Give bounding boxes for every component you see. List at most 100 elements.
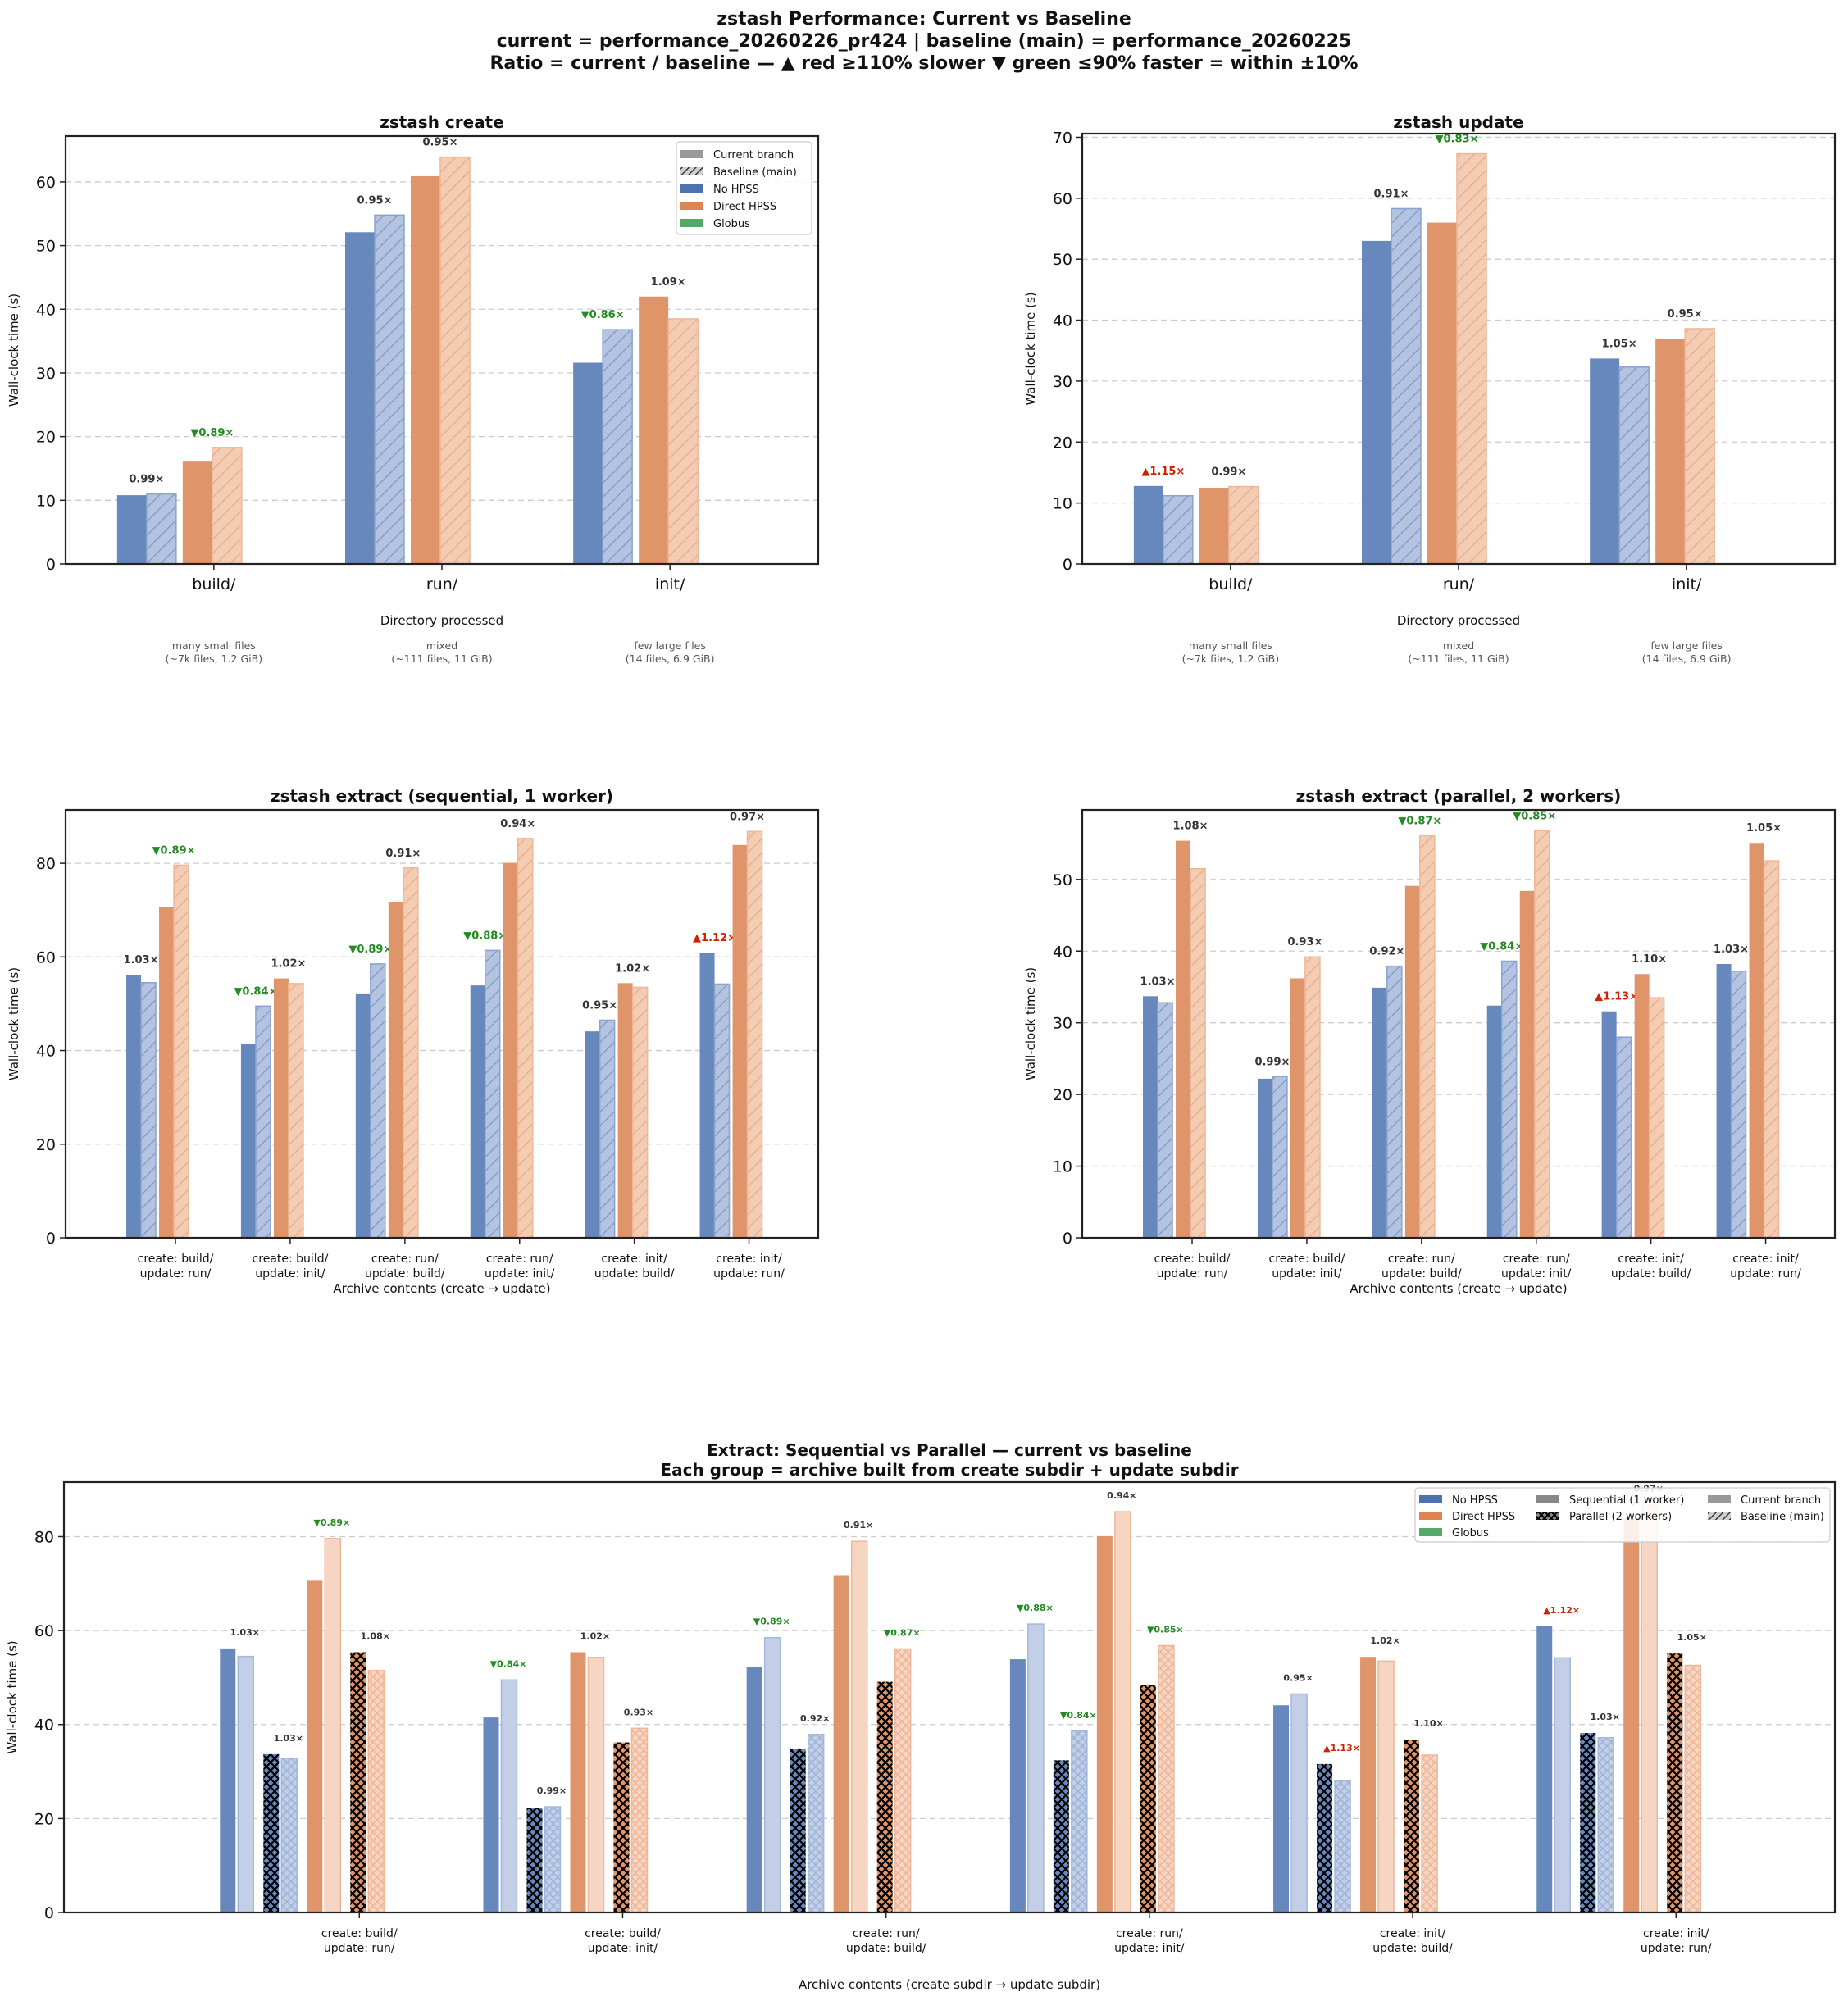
legend-swatch <box>1536 1512 1559 1520</box>
bar-baseline-direct-hpss-sequential <box>1377 1660 1395 1913</box>
bar-current-no-hpss-sequential <box>1009 1659 1026 1912</box>
chart-panel-create: 0 10 20 30 40 50 60 Wall-clock time (s) 0.99× 0.9… <box>7 112 820 665</box>
bar-current-direct-hpss-sequential <box>1623 1518 1640 1912</box>
ratio-label: 1.05× <box>1602 338 1637 350</box>
bar-current-no-hpss-parallel <box>1053 1760 1069 1912</box>
bar-current-no-hpss-parallel <box>526 1808 543 1912</box>
axes-frame <box>1081 808 1837 1239</box>
x-tick-label: create: run/ <box>1116 1927 1183 1940</box>
ratio-label: ▼0.86× <box>581 309 625 321</box>
ratio-label: ▼0.87× <box>1398 815 1441 827</box>
bar-current-no-hpss <box>1601 1011 1617 1238</box>
ratio-label: ▼0.89× <box>348 944 392 956</box>
bar-baseline-direct-hpss <box>1456 152 1487 565</box>
bar-baseline-no-hpss <box>1386 965 1403 1239</box>
bar-current-no-hpss <box>116 495 147 564</box>
figure-title-line-2: current = performance_20260226_pr424 | b… <box>496 31 1352 52</box>
ratio-label: ▼0.89× <box>152 844 196 857</box>
ratio-label: 1.08× <box>361 1630 390 1641</box>
bar-current-no-hpss-sequential <box>746 1667 762 1912</box>
bar-current-no-hpss <box>573 362 603 564</box>
bar-current-direct-hpss <box>732 844 748 1238</box>
ratio-label: ▲1.13× <box>1595 991 1638 1003</box>
x-axis-label: Directory processed <box>1397 613 1520 628</box>
bar-current-direct-hpss <box>1427 222 1457 564</box>
y-tick-label: 80 <box>34 1528 54 1546</box>
bar-baseline-direct-hpss <box>1304 956 1321 1239</box>
bar-current-no-hpss <box>1716 963 1732 1238</box>
y-tick-label: 50 <box>36 238 56 256</box>
bar-baseline-no-hpss <box>146 493 177 565</box>
bar-baseline-direct-hpss-parallel <box>894 1648 912 1913</box>
bar-baseline-no-hpss <box>374 214 405 565</box>
bar-baseline-no-hpss <box>370 963 386 1239</box>
ratio-label: 0.99× <box>129 474 164 486</box>
ratio-label: ▼0.84× <box>234 985 277 998</box>
x-tick-label: update: run/ <box>1641 1942 1712 1955</box>
bar-current-no-hpss <box>355 993 371 1238</box>
bar-baseline-no-hpss-sequential <box>500 1679 518 1913</box>
y-tick-label: 0 <box>44 1904 54 1922</box>
x-tick-label: update: build/ <box>594 1267 675 1280</box>
bar-current-direct-hpss-parallel <box>876 1681 893 1912</box>
ratio-label: 0.92× <box>800 1713 830 1724</box>
bar-current-no-hpss <box>699 953 715 1238</box>
ratio-label: ▼0.87× <box>884 1627 921 1638</box>
bar-current-direct-hpss-parallel <box>613 1742 630 1912</box>
bar-baseline-no-hpss-parallel <box>807 1734 825 1913</box>
bar-baseline-direct-hpss-parallel <box>1158 1644 1175 1913</box>
ratio-label: ▼0.84× <box>1060 1710 1097 1721</box>
ratio-label: 1.10× <box>1632 953 1667 966</box>
bar-current-direct-hpss <box>503 862 518 1238</box>
ratio-label: 1.03× <box>274 1733 303 1744</box>
legend: Current branch Baseline (main) No HPSS Dire… <box>676 141 812 235</box>
legend-label: Parallel (2 workers) <box>1569 1511 1672 1523</box>
y-tick-label: 50 <box>1053 871 1072 889</box>
bar-current-no-hpss <box>126 975 142 1238</box>
y-tick-label: 10 <box>1053 1158 1072 1176</box>
y-tick-label: 60 <box>36 948 56 966</box>
axes-frame <box>64 808 820 1239</box>
y-tick-label: 30 <box>36 365 56 383</box>
ratio-label: ▲1.13× <box>1323 1743 1360 1753</box>
bar-baseline-no-hpss <box>1272 1076 1288 1239</box>
y-tick-label: 60 <box>34 1622 54 1640</box>
bar-baseline-direct-hpss-parallel <box>1684 1664 1701 1913</box>
category-note: (14 files, 6.9 GiB) <box>1642 653 1732 665</box>
x-tick-label: update: init/ <box>1272 1267 1342 1280</box>
bar-current-direct-hpss <box>1749 843 1764 1238</box>
legend-swatch <box>1419 1528 1442 1536</box>
figure-title-line-3: Ratio = current / baseline — ▲ red ≥110%… <box>489 53 1359 74</box>
legend-swatch <box>680 167 703 175</box>
ratio-label: 0.95× <box>1283 1672 1313 1683</box>
y-tick-label: 10 <box>36 492 56 510</box>
ratio-label: 0.95× <box>423 137 458 149</box>
y-tick-label: 20 <box>36 429 56 447</box>
bar-current-no-hpss-sequential <box>1536 1626 1553 1912</box>
ratio-label: 1.05× <box>1677 1632 1707 1643</box>
bar-baseline-direct-hpss <box>1763 860 1780 1239</box>
x-axis-label: Directory processed <box>380 613 503 628</box>
legend-label: Current branch <box>1741 1494 1821 1507</box>
ratio-label: 1.02× <box>580 1630 610 1641</box>
bar-baseline-direct-hpss <box>746 830 763 1239</box>
chart-panel-extract-par: 0 10 20 30 40 50 Wall-clock time (s) 1.03× 0.99×… <box>1023 786 1837 1296</box>
y-tick-label: 30 <box>1053 1015 1072 1033</box>
legend-label: Baseline (main) <box>1741 1511 1824 1523</box>
ratio-label: 1.03× <box>1140 975 1176 988</box>
bar-baseline-direct-hpss <box>1533 830 1550 1239</box>
x-tick-label: create: run/ <box>1388 1253 1455 1266</box>
legend-label: Current branch <box>713 149 794 161</box>
legend-label: No HPSS <box>713 184 759 196</box>
bar-baseline-no-hpss-sequential <box>1290 1693 1308 1913</box>
bar-baseline-direct-hpss <box>439 156 471 565</box>
chart-panel-extract-seq: 0 20 40 60 80 Wall-clock time (s) 1.03× ▼0.84× ▼… <box>7 786 820 1296</box>
bar-baseline-direct-hpss <box>1190 867 1206 1239</box>
bar-baseline-direct-hpss-sequential <box>324 1538 342 1913</box>
legend-swatch <box>680 219 703 227</box>
bar-current-no-hpss-parallel <box>1317 1763 1333 1912</box>
x-tick-label: init/ <box>1672 575 1702 593</box>
bar-current-no-hpss <box>585 1031 600 1238</box>
bar-current-direct-hpss-parallel <box>1404 1740 1420 1912</box>
x-tick-label: create: init/ <box>601 1253 667 1266</box>
